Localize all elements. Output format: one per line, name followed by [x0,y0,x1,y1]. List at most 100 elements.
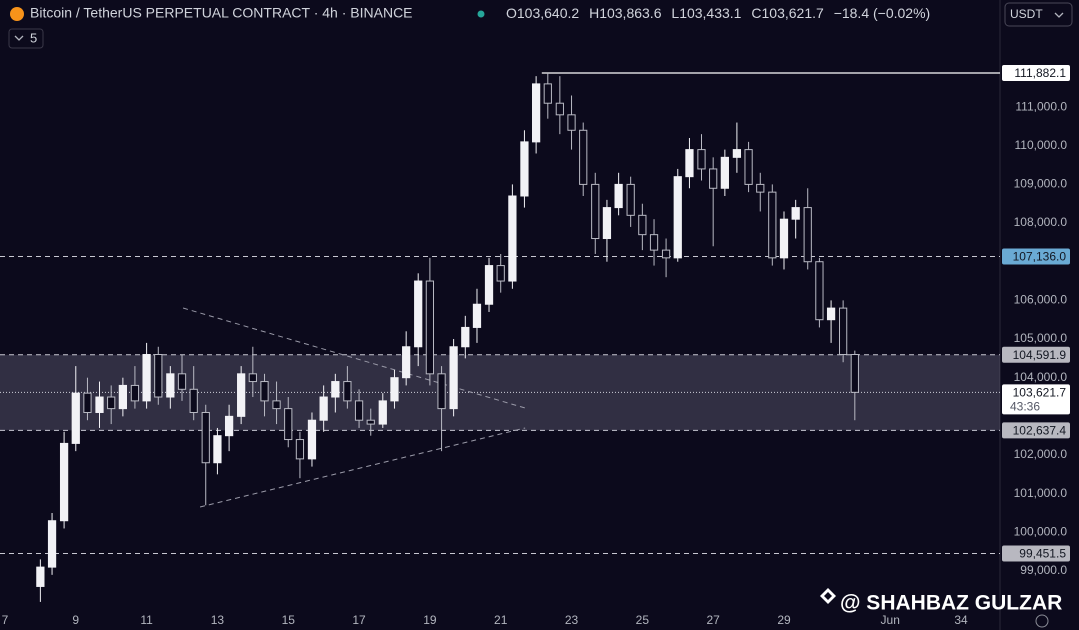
chart-title: Bitcoin / TetherUS PERPETUAL CONTRACT · … [30,5,413,21]
x-tick-label: 19 [423,613,437,627]
ohlc-value: 103,863.6 [599,5,661,21]
y-tick-label: 110,000.0 [1015,138,1068,152]
level-label-bg [1002,248,1070,265]
level-label: 104,591.9 [1013,348,1067,362]
level-label-bg [1002,346,1070,363]
candle-body [661,249,671,259]
ohlc-value: 103,433.1 [679,5,741,21]
ohlc-key: O [506,5,517,21]
candle-body [496,265,505,282]
candle-body [237,373,246,417]
price-label-bg [1002,384,1070,415]
settings-icon[interactable] [1035,614,1049,628]
x-tick-label: 21 [494,613,508,627]
candle-body [130,384,140,402]
chevron-icon [1054,12,1064,18]
y-tick-label: 106,000.0 [1014,293,1068,307]
candle-body [166,373,175,398]
plot-area [0,72,1000,602]
x-tick-label: 11 [140,613,153,627]
currency-select[interactable] [1004,2,1073,27]
indicator-toggle[interactable] [8,28,44,49]
candle-body [638,214,647,236]
candle-body [213,435,222,464]
y-tick-label: 105,000.0 [1014,331,1068,345]
candle-body [626,183,635,216]
price-label: 103,621.7 [1013,385,1067,399]
ohlc-legend: O103,640.2 H103,863.6 L103,433.1 C103,62… [506,5,930,21]
candle-body [756,183,765,193]
candle-body [272,400,281,410]
candle-body [319,396,328,421]
candle-body [295,439,305,460]
candle-body [697,149,706,170]
candle-body [850,353,859,393]
y-tick-label: 102,000.0 [1014,447,1068,461]
level-label: 107,136.0 [1013,250,1067,264]
x-tick-label: 7 [2,613,9,627]
level-label-bg [1002,422,1070,439]
candle-body [579,129,588,185]
candle-body [224,415,234,437]
x-tick-label: 25 [636,613,650,627]
candle-body [839,307,848,355]
candle-body [83,392,92,413]
y-tick-label: 111,000.0 [1015,99,1067,113]
ohlc-value: 103,621.7 [762,5,824,21]
candle-body [248,373,257,383]
x-tick-label: 17 [352,613,366,627]
ohlc-key: C [751,5,761,21]
candle-body [118,384,127,410]
level-label: 111,882.1 [1014,66,1066,80]
level-label-bg [1002,545,1070,562]
x-tick-label: 15 [282,613,296,627]
x-tick-label: 23 [565,613,579,627]
x-tick-label: 27 [706,613,720,627]
watermark: @ SHAHBAZ GULZAR [840,592,1062,615]
level-label: 102,637.4 [1013,424,1067,438]
candle-body [414,280,423,348]
level-label-bg [1002,64,1070,81]
candle-body [685,149,694,178]
indicator-count: 5 [30,30,37,45]
y-tick-label: 108,000.0 [1014,215,1068,229]
candle-body [508,195,517,282]
candle-body [449,346,458,410]
candle-body [307,419,317,460]
y-tick-label: 99,000.0 [1020,563,1067,577]
candle-body [47,520,57,568]
candle-body [484,265,494,305]
candle-body [366,419,375,425]
candle-body [720,156,729,189]
y-tick-label: 101,000.0 [1014,486,1068,500]
symbol-icon [10,7,24,21]
candle-body [437,373,446,410]
candle-body [189,388,198,413]
axes: 99,000.0 100,000.0 101,000.0 102,000.0 104,0… [2,64,1070,627]
candle-body [472,303,482,328]
x-tick-label: 9 [72,613,79,627]
candle-body [390,377,399,402]
candle-body [815,261,824,321]
y-tick-label: 104,000.0 [1014,370,1068,384]
candle-body [107,396,116,410]
candle-body [260,381,269,402]
candle-body [425,280,435,375]
x-tick-label: 13 [211,613,225,627]
candle-body [555,102,564,116]
candle-body [461,326,470,348]
ohlc-change: −18.4 (−0.02%) [834,5,931,21]
currency-label: USDT [1010,7,1043,21]
watermark-icon [820,588,836,604]
candle-body [71,392,80,444]
candle-body [36,566,45,587]
y-tick-label: 100,000.0 [1014,524,1068,538]
chevron-icon [14,35,24,41]
trendline [199,427,526,508]
candle-body [343,381,352,402]
candle-body [95,396,104,413]
x-tick-label: Jun [881,613,900,627]
y-tick-label: 109,000.0 [1014,177,1068,191]
candle-body [732,149,742,158]
